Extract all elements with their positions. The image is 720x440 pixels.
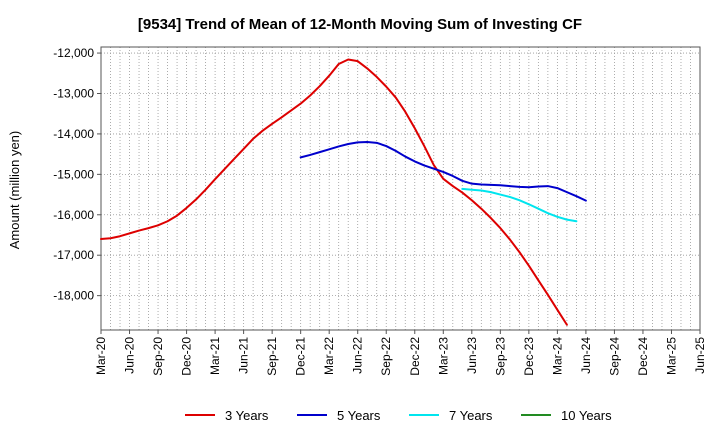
legend-item: 5 Years	[297, 408, 381, 423]
x-tick-label: Jun-24	[579, 337, 593, 374]
y-tick-label: -18,000	[53, 289, 94, 303]
legend-label: 7 Years	[449, 408, 493, 423]
y-tick-label: -12,000	[53, 46, 94, 60]
series-line-5-years	[299, 141, 587, 202]
legend-label: 10 Years	[561, 408, 612, 423]
x-tick-label: Sep-20	[151, 337, 165, 376]
x-tick-label: Jun-25	[693, 337, 707, 374]
y-tick-label: -15,000	[53, 167, 94, 181]
x-axis: Mar-20 Jun-20 Sep-20 Dec-20 Mar-21 Jun-21 Sep-…	[94, 330, 707, 376]
x-tick-label: Sep-24	[607, 337, 621, 376]
chart-title: [9534] Trend of Mean of 12-Month Moving …	[138, 16, 582, 33]
x-tick-label: Dec-20	[180, 337, 194, 376]
legend-label: 3 Years	[225, 408, 269, 423]
grid	[101, 47, 700, 330]
y-tick-label: -17,000	[53, 248, 94, 262]
x-tick-label: Mar-25	[664, 337, 678, 375]
x-tick-label: Mar-24	[550, 337, 564, 375]
x-tick-label: Jun-23	[465, 337, 479, 374]
x-tick-label: Mar-20	[94, 337, 108, 375]
y-axis: -12,000 -13,000 -14,000 -15,000 -16,000 -17,0…	[53, 46, 101, 303]
x-tick-label: Mar-21	[208, 337, 222, 375]
legend: 3 Years 5 Years 7 Years 10 Years	[185, 408, 612, 423]
y-axis-label: Amount (million yen)	[7, 131, 22, 250]
x-tick-label: Sep-23	[493, 337, 507, 376]
x-tick-label: Mar-22	[322, 337, 336, 375]
legend-label: 5 Years	[337, 408, 381, 423]
x-tick-label: Mar-23	[436, 337, 450, 375]
plot-frame	[100, 46, 701, 331]
legend-item: 7 Years	[409, 408, 493, 423]
legend-item: 3 Years	[185, 408, 269, 423]
y-tick-label: -14,000	[53, 127, 94, 141]
y-tick-label: -13,000	[53, 86, 94, 100]
x-tick-label: Dec-23	[522, 337, 536, 376]
x-tick-label: Jun-22	[351, 337, 365, 374]
x-tick-label: Sep-21	[265, 337, 279, 376]
x-tick-label: Dec-22	[408, 337, 422, 376]
series-group	[100, 58, 587, 326]
series-line-7-years	[461, 187, 578, 223]
x-tick-label: Jun-20	[123, 337, 137, 374]
x-tick-label: Dec-21	[294, 337, 308, 376]
x-tick-label: Dec-24	[636, 337, 650, 376]
x-tick-label: Jun-21	[237, 337, 251, 374]
series-line-3-years	[100, 58, 568, 326]
y-tick-label: -16,000	[53, 208, 94, 222]
legend-item: 10 Years	[521, 408, 612, 423]
x-tick-label: Sep-22	[379, 337, 393, 376]
